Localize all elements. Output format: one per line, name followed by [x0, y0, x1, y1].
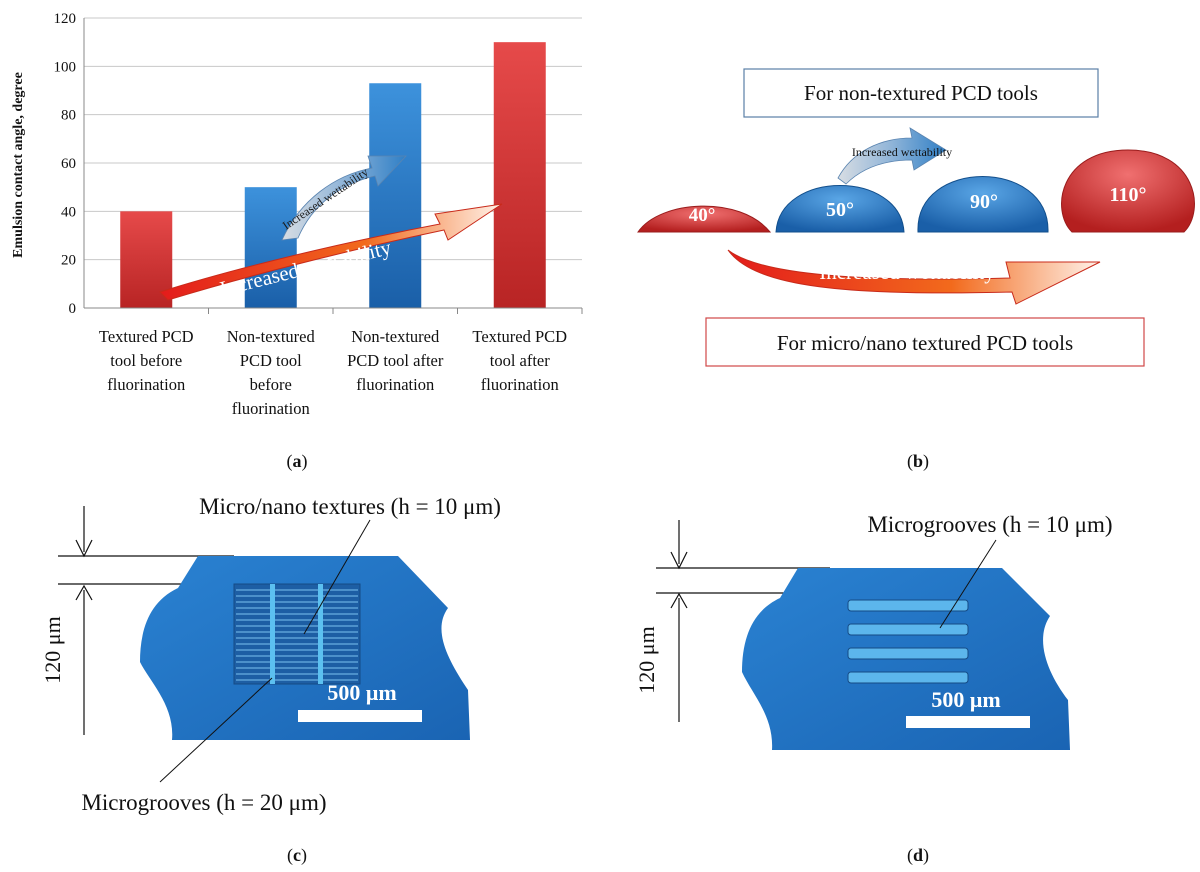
ytick-label: 40: [61, 204, 76, 220]
droplet-90: [917, 176, 1049, 233]
ytick-label: 0: [69, 301, 77, 317]
category-label: Textured PCD tool after fluorination: [472, 327, 567, 394]
scale-bar-d: [906, 716, 1030, 728]
scale-label-d: 500 μm: [931, 687, 1000, 712]
droplet-40-label: 40°: [689, 205, 716, 226]
droplet-90-label: 90°: [970, 191, 998, 213]
category-label: Textured PCD tool before fluorination: [99, 327, 194, 394]
chart-ylabel: Emulsion contact angle, degree: [11, 72, 26, 258]
chart-ytick-labels: 0 20 40 60 80 100 120: [54, 11, 77, 317]
droplet-50: [775, 185, 905, 233]
top-box: [743, 68, 1099, 118]
droplet-40: [637, 205, 772, 233]
microgroove: [847, 623, 969, 636]
top-label-d: Microgrooves (h = 10 μm): [867, 512, 1112, 537]
nano-texture-lines: [236, 589, 358, 681]
microgroove-1: [270, 584, 275, 684]
panel-a-chart: 0 20 40 60 80 100 120 Textured PCD tool before f…: [11, 11, 583, 472]
panel-d-label: (d): [907, 845, 929, 866]
big-arrow-b: [727, 249, 1101, 305]
leader-bottom-c: [159, 677, 273, 783]
panel-b-droplets: For non-textured PCD tools Increased wet…: [637, 68, 1195, 472]
ytick-label: 100: [54, 59, 77, 75]
chart-bars: [120, 42, 546, 309]
leader-top-c: [303, 519, 371, 635]
height-label-c: 120 μm: [40, 616, 65, 683]
panel-c-label: (c): [287, 845, 307, 866]
small-arrow-b: [837, 127, 947, 185]
bottom-label-c: Microgrooves (h = 20 μm): [81, 790, 326, 815]
texture-region: [233, 583, 361, 685]
scale-bar-c: [298, 710, 422, 722]
bottom-box: [705, 317, 1145, 367]
height-label-d: 120 μm: [634, 626, 659, 693]
bottom-box-text: For micro/nano textured PCD tools: [777, 331, 1073, 355]
category-label: Non-textured PCD tool after fluorination: [347, 327, 444, 394]
bar-3: [369, 83, 422, 308]
top-box-text: For non-textured PCD tools: [804, 81, 1038, 105]
category-label: Non-textured PCD tool before fluorination: [227, 327, 316, 418]
panel-a-label: (a): [287, 451, 308, 472]
chart-category-labels: Textured PCD tool before fluorination Non-t…: [99, 308, 583, 418]
microgroove: [847, 599, 969, 612]
bar-4: [493, 42, 546, 309]
droplet-110-label: 110°: [1110, 184, 1147, 206]
panel-b-label: (b): [907, 451, 929, 472]
top-label-c: Micro/nano textures (h = 10 μm): [199, 494, 501, 519]
big-arrow-text: Increased wettability: [819, 260, 995, 284]
microgroove: [847, 671, 969, 684]
increased-wettability-arrow-red: Increased wettability: [159, 203, 503, 301]
microgroove: [847, 647, 969, 660]
panel-d-tool: 120 μm Microgrooves (h = 10 μm) 500 μm (…: [634, 512, 1113, 866]
ytick-label: 80: [61, 108, 76, 124]
ytick-label: 20: [61, 253, 76, 269]
small-arrow-text: Increased wettability: [852, 145, 952, 159]
leader-top-d: [939, 539, 997, 629]
microgroove-2: [318, 584, 323, 684]
panel-c-tool: 120 μm Micro/nano textures (h = 10 μm) M…: [40, 494, 501, 866]
scale-label-c: 500 μm: [327, 680, 396, 705]
droplet-50-label: 50°: [826, 199, 854, 221]
bar-2: [244, 187, 297, 308]
droplet-110: [1061, 149, 1195, 233]
ytick-label: 120: [54, 11, 77, 27]
microgrooves-d: [847, 599, 969, 684]
ytick-label: 60: [61, 156, 76, 172]
